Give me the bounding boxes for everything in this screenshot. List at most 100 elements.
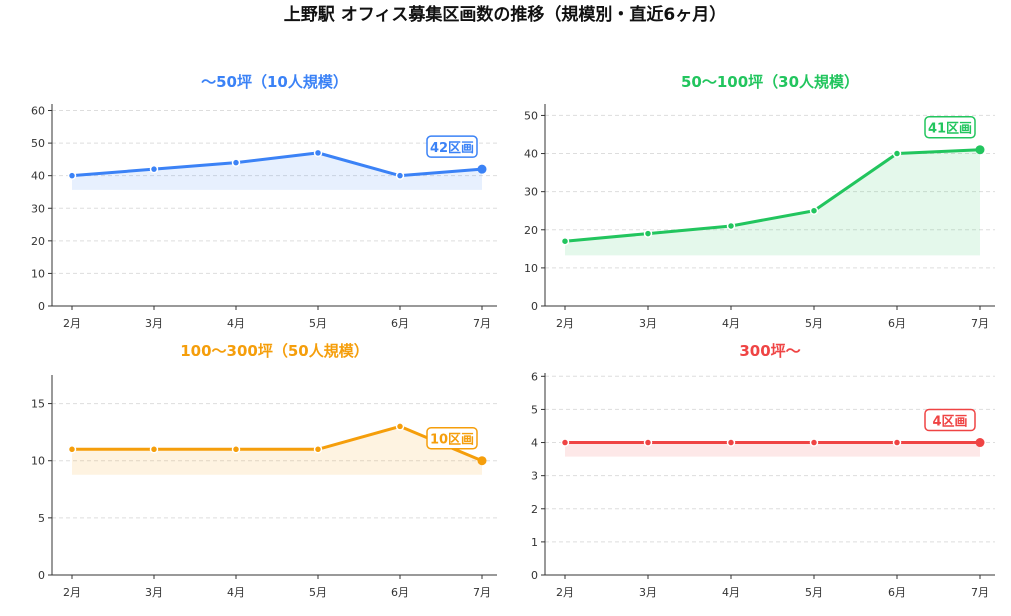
x-tick-label: 5月 xyxy=(805,586,823,599)
x-tick-label: 7月 xyxy=(971,317,989,330)
x-tick-label: 6月 xyxy=(888,317,906,330)
y-tick-label: 40 xyxy=(524,148,538,161)
y-tick-label: 50 xyxy=(31,137,45,150)
x-tick-label: 6月 xyxy=(888,586,906,599)
x-tick-label: 5月 xyxy=(309,317,327,330)
chart-panel-3: 100〜300坪（50人規模） 0 5 10 15 2月 3月 4月 5月 6月 7月 10区画 xyxy=(31,342,497,599)
data-point xyxy=(313,445,323,454)
data-point xyxy=(809,206,819,215)
data-point xyxy=(67,171,77,180)
data-point xyxy=(726,438,736,447)
y-tick-label: 6 xyxy=(531,370,538,383)
data-point xyxy=(975,145,985,155)
end-value-label: 10区画 xyxy=(426,426,478,450)
y-tick-label: 5 xyxy=(38,512,45,525)
data-point xyxy=(231,445,241,454)
series-line xyxy=(71,151,483,178)
y-tick-label: 5 xyxy=(531,403,538,416)
data-point xyxy=(560,236,570,246)
y-tick-label: 40 xyxy=(31,170,45,183)
area-fill xyxy=(565,442,980,457)
data-point xyxy=(643,229,653,238)
y-tick-label: 10 xyxy=(31,455,45,468)
end-value-label: 41区画 xyxy=(924,115,976,139)
y-tick-label: 20 xyxy=(31,235,45,248)
y-tick-label: 0 xyxy=(38,300,45,313)
x-tick-label: 7月 xyxy=(473,586,491,599)
x-tick-label: 7月 xyxy=(473,317,491,330)
series-line xyxy=(72,424,483,463)
x-tick-label: 2月 xyxy=(556,317,574,330)
data-point xyxy=(67,445,77,454)
series-line xyxy=(564,148,981,243)
data-point xyxy=(395,422,405,431)
data-point xyxy=(975,438,985,448)
y-tick-label: 20 xyxy=(524,224,538,237)
data-point xyxy=(477,164,487,174)
x-tick-label: 7月 xyxy=(971,586,989,599)
data-point xyxy=(149,445,159,454)
panel-title: 300坪〜 xyxy=(739,342,800,360)
x-tick-label: 3月 xyxy=(639,317,657,330)
x-tick-label: 5月 xyxy=(309,586,327,599)
x-tick-label: 2月 xyxy=(63,586,81,599)
y-tick-label: 4 xyxy=(531,437,538,450)
chart-panel-2: 50〜100坪（30人規模） 0 10 20 30 40 50 2月 3月 4月 5月 6月 7月 41区… xyxy=(524,73,995,330)
x-tick-label: 4月 xyxy=(227,586,245,599)
data-point xyxy=(231,158,241,167)
data-point xyxy=(313,148,323,158)
y-tick-label: 60 xyxy=(31,105,45,118)
end-label-text: 4区画 xyxy=(932,415,967,430)
x-tick-label: 5月 xyxy=(805,317,823,330)
chart-panel-4: 300坪〜 0 1 2 3 4 5 6 2月 3月 4月 5月 6月 7月 4区画 xyxy=(531,342,995,599)
panel-title: 100〜300坪（50人規模） xyxy=(180,342,369,360)
y-tick-label: 0 xyxy=(531,569,538,582)
data-point xyxy=(477,456,487,466)
y-tick-label: 0 xyxy=(531,300,538,313)
x-tick-label: 2月 xyxy=(63,317,81,330)
y-tick-label: 10 xyxy=(524,262,538,275)
data-point xyxy=(892,149,902,158)
chart-panel-1: 〜50坪（10人規模） 0 10 20 30 40 50 60 2月 3月 4月 5月 6月 7月 42区画 xyxy=(31,73,497,330)
data-point xyxy=(643,438,653,447)
panel-title: 50〜100坪（30人規模） xyxy=(681,73,859,91)
y-tick-label: 30 xyxy=(524,186,538,199)
data-point xyxy=(809,438,819,447)
end-label-text: 42区画 xyxy=(430,141,474,156)
data-point xyxy=(149,164,159,174)
y-tick-label: 2 xyxy=(531,503,538,516)
x-tick-label: 3月 xyxy=(639,586,657,599)
y-tick-label: 10 xyxy=(31,267,45,280)
end-value-label: 42区画 xyxy=(426,135,478,158)
data-point xyxy=(892,438,902,447)
end-label-text: 41区画 xyxy=(928,122,972,137)
end-value-label: 4区画 xyxy=(924,408,976,432)
x-tick-label: 6月 xyxy=(391,317,409,330)
end-label-box xyxy=(426,426,478,450)
y-tick-label: 0 xyxy=(38,569,45,582)
y-tick-label: 30 xyxy=(31,202,45,215)
x-tick-label: 3月 xyxy=(145,317,163,330)
end-label-box xyxy=(426,135,478,158)
y-tick-label: 3 xyxy=(531,470,538,483)
end-label-box xyxy=(924,408,976,432)
y-tick-label: 1 xyxy=(531,536,538,549)
x-tick-label: 3月 xyxy=(145,586,163,599)
panel-title: 〜50坪（10人規模） xyxy=(201,73,348,91)
x-tick-label: 2月 xyxy=(556,586,574,599)
y-tick-label: 50 xyxy=(524,109,538,122)
main-title: 上野駅 オフィス募集区画数の推移（規模別・直近6ヶ月） xyxy=(284,4,726,25)
data-point xyxy=(560,438,570,447)
x-tick-label: 4月 xyxy=(722,586,740,599)
area-fill xyxy=(72,152,482,190)
end-label-text: 10区画 xyxy=(430,433,474,448)
end-label-box xyxy=(924,115,976,139)
x-tick-label: 4月 xyxy=(722,317,740,330)
x-tick-label: 4月 xyxy=(227,317,245,330)
x-tick-label: 6月 xyxy=(391,586,409,599)
y-tick-label: 15 xyxy=(31,398,45,411)
data-point xyxy=(726,221,736,231)
data-point xyxy=(395,171,405,180)
area-fill xyxy=(565,149,980,256)
